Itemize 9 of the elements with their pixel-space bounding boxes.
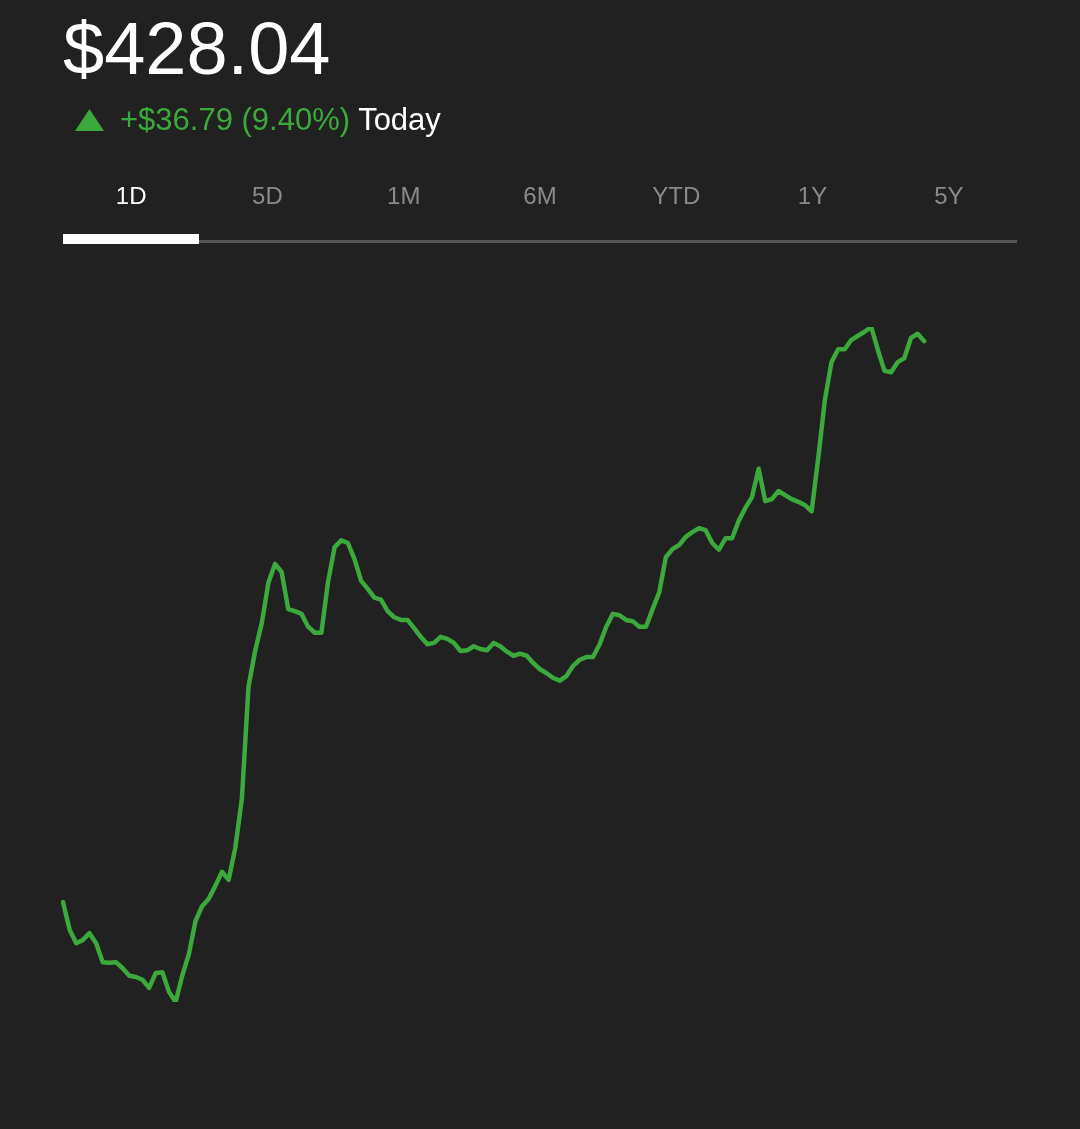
text: 1M (386, 181, 422, 211)
chart-subtitle: +$36.79 (9.40%) Today (120, 102, 441, 137)
text: 5Y (933, 181, 965, 211)
text: 6M (522, 181, 558, 211)
text: 1Y (796, 181, 829, 211)
text: 1D (114, 181, 148, 211)
text: 5D (251, 181, 284, 211)
text: YTD (651, 181, 702, 211)
chart-title: $428.04 (63, 6, 331, 92)
